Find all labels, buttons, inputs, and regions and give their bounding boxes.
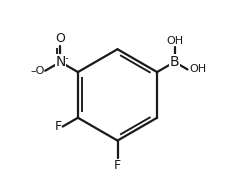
Text: F: F [55,120,62,133]
Text: O: O [55,32,65,45]
Text: B: B [170,55,179,69]
Text: F: F [114,159,121,172]
Text: N: N [55,55,66,69]
Text: –O: –O [30,66,44,76]
Text: OH: OH [166,36,183,46]
Text: +: + [60,54,68,64]
Text: OH: OH [189,64,206,74]
